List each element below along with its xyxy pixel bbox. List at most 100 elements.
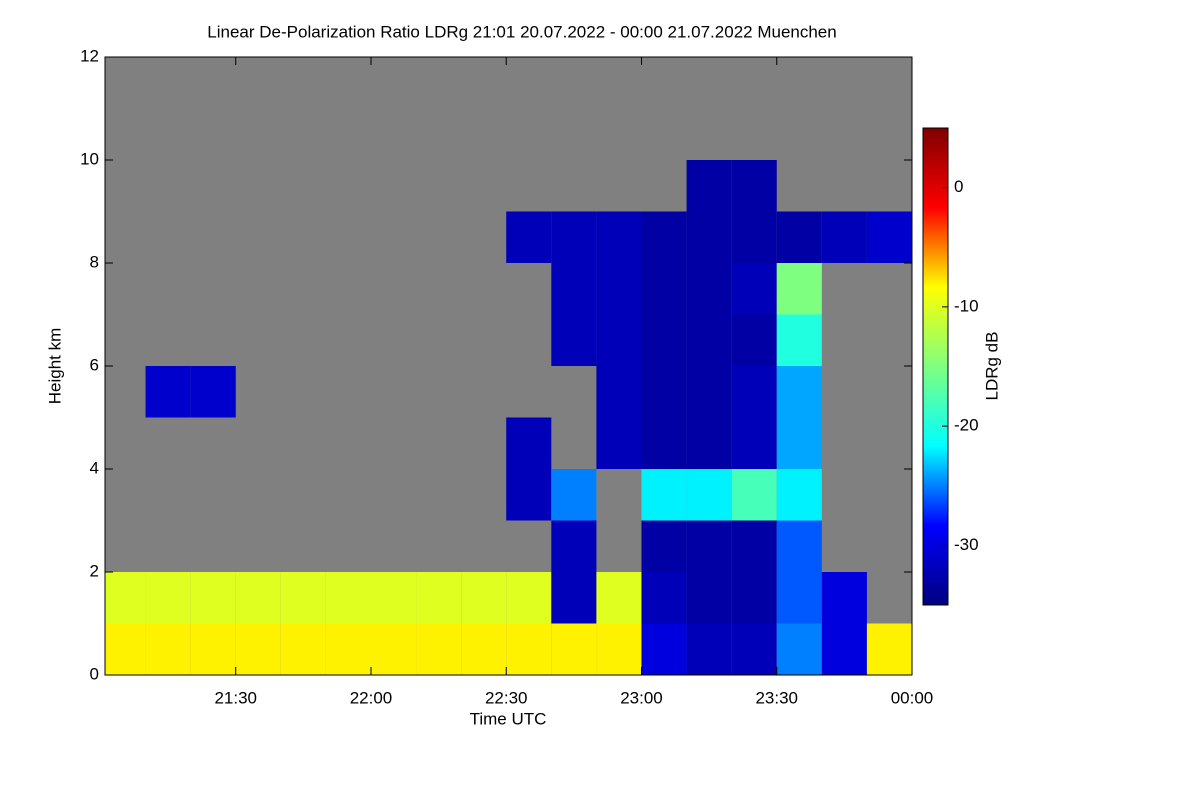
heatmap-cell xyxy=(686,160,732,212)
heatmap-cell xyxy=(641,417,687,469)
heatmap-cell xyxy=(596,366,642,418)
heatmap-cell xyxy=(731,263,777,315)
heatmap-cell xyxy=(776,520,822,572)
heatmap-cell xyxy=(731,572,777,624)
y-tick-label: 12 xyxy=(80,46,99,65)
heatmap-cell xyxy=(776,211,822,263)
heatmap-cell xyxy=(866,623,912,675)
heatmap-cell xyxy=(370,623,417,675)
heatmap-cell xyxy=(506,572,552,624)
heatmap-cell xyxy=(551,314,597,366)
y-tick-label: 2 xyxy=(90,561,99,580)
y-tick-label: 8 xyxy=(90,252,99,271)
heatmap-cell xyxy=(461,572,507,624)
heatmap-cell xyxy=(866,211,912,263)
heatmap-cell xyxy=(641,263,687,315)
heatmap-cell xyxy=(641,572,687,624)
heatmap-cell xyxy=(551,520,597,572)
heatmap-cell xyxy=(641,366,687,418)
heatmap-cell xyxy=(145,623,191,675)
heatmap-cell xyxy=(641,469,687,521)
heatmap-cell xyxy=(596,263,642,315)
heatmap-cell xyxy=(325,572,372,624)
colorbar-label: LDRg dB xyxy=(982,332,1001,401)
colorbar-tick-label: -10 xyxy=(954,296,979,315)
x-tick-label: 22:00 xyxy=(350,688,393,707)
heatmap-cell xyxy=(776,314,822,366)
heatmap-cell xyxy=(776,623,822,675)
heatmap-cell xyxy=(190,572,236,624)
heatmap-cell xyxy=(551,572,597,624)
heatmap-cell xyxy=(145,572,191,624)
heatmap-cell xyxy=(105,623,146,675)
heatmap-cell xyxy=(506,417,552,469)
heatmap-cell xyxy=(731,469,777,521)
heatmap-cell xyxy=(551,263,597,315)
heatmap-cell xyxy=(776,417,822,469)
heatmap-cell xyxy=(280,572,326,624)
heatmap-cell xyxy=(776,263,822,315)
heatmap-cell xyxy=(596,572,642,624)
heatmap-cell xyxy=(821,623,867,675)
x-tick-label: 23:00 xyxy=(620,688,663,707)
heatmap-cell xyxy=(596,623,642,675)
heatmap-cell xyxy=(641,211,687,263)
heatmap-cell xyxy=(235,572,281,624)
heatmap-cell xyxy=(731,366,777,418)
heatmap-cell xyxy=(731,623,777,675)
x-axis-label: Time UTC xyxy=(470,709,547,728)
heatmap-cell xyxy=(370,572,417,624)
heatmap-cell xyxy=(596,417,642,469)
heatmap-cell xyxy=(731,211,777,263)
heatmap-cell xyxy=(461,623,507,675)
x-tick-label: 23:30 xyxy=(755,688,798,707)
heatmap-cell xyxy=(731,314,777,366)
heatmap-cell xyxy=(731,417,777,469)
heatmap-cell xyxy=(686,417,732,469)
heatmap-cell xyxy=(686,263,732,315)
heatmap-cell xyxy=(325,623,372,675)
heatmap-cell xyxy=(551,469,597,521)
heatmap-cell xyxy=(821,211,867,263)
heatmap-cell xyxy=(686,572,732,624)
heatmap-cell xyxy=(596,314,642,366)
y-tick-label: 4 xyxy=(90,458,99,477)
heatmap-cell xyxy=(686,314,732,366)
heatmap-cell xyxy=(551,623,597,675)
heatmap-cell xyxy=(686,623,732,675)
heatmap-cell xyxy=(776,366,822,418)
heatmap-cell xyxy=(190,366,236,418)
heatmap-cell xyxy=(641,623,687,675)
heatmap-cell xyxy=(731,520,777,572)
heatmap-cell xyxy=(416,572,462,624)
y-tick-label: 0 xyxy=(90,664,99,683)
heatmap-cell xyxy=(686,211,732,263)
heatmap-cell xyxy=(731,160,777,212)
chart-title: Linear De-Polarization Ratio LDRg 21:01 … xyxy=(207,22,836,41)
colorbar-tick-label: -20 xyxy=(954,416,979,435)
heatmap-cell xyxy=(686,366,732,418)
y-axis-label: Height km xyxy=(45,328,64,405)
heatmap-cell xyxy=(506,469,552,521)
heatmap-cell xyxy=(641,314,687,366)
colorbar-tick-label: -30 xyxy=(954,535,979,554)
heatmap-cell xyxy=(776,572,822,624)
heatmap-cell xyxy=(190,623,236,675)
colorbar-tick-label: 0 xyxy=(954,177,963,196)
heatmap-cell xyxy=(105,572,146,624)
y-tick-label: 6 xyxy=(90,355,99,374)
heatmap-cell xyxy=(686,520,732,572)
heatmap-cell xyxy=(551,211,597,263)
heatmap-cell xyxy=(506,623,552,675)
heatmap-cell xyxy=(686,469,732,521)
heatmap-cell xyxy=(416,623,462,675)
colorbar xyxy=(922,127,949,606)
x-tick-label: 00:00 xyxy=(891,688,934,707)
heatmap-cell xyxy=(235,623,281,675)
heatmap-cell xyxy=(506,211,552,263)
heatmap-cell xyxy=(641,520,687,572)
heatmap-cell xyxy=(596,211,642,263)
x-tick-label: 21:30 xyxy=(214,688,257,707)
y-tick-label: 10 xyxy=(80,149,99,168)
